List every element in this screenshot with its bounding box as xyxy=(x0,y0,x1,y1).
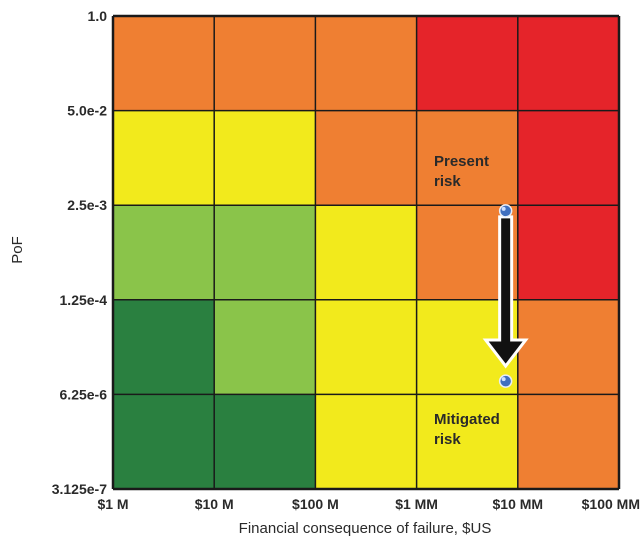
risk-point-label: Present xyxy=(434,153,489,170)
risk-cell-r0-c4 xyxy=(517,16,619,111)
risk-point-label: risk xyxy=(434,431,461,448)
x-tick-label: $10 MM xyxy=(493,496,544,512)
risk-cell-r0-c2 xyxy=(315,16,417,111)
risk-cell-r1-c2 xyxy=(315,110,417,206)
grid-lines xyxy=(111,14,621,491)
risk-cell-r0-c1 xyxy=(214,16,316,111)
risk-cell-r4-c3 xyxy=(416,394,518,489)
mitigation-arrow-shape xyxy=(482,215,529,369)
risk-point-highlight xyxy=(501,377,506,382)
x-tick-label: $1 M xyxy=(97,496,128,512)
y-tick-label: 1.0 xyxy=(88,8,108,24)
risk-cell-r1-c0 xyxy=(113,110,215,206)
risk-cell-r2-c4 xyxy=(517,205,619,300)
risk-cell-r4-c2 xyxy=(315,394,417,489)
risk-point-label: Mitigated xyxy=(434,411,500,428)
risk-cell-r2-c1 xyxy=(214,205,316,300)
y-tick-label: 5.0e-2 xyxy=(67,103,107,119)
risk-point-marker xyxy=(498,204,513,218)
mitigation-arrow xyxy=(482,215,529,369)
y-tick-label: 3.125e-7 xyxy=(52,481,107,497)
x-tick-label: $100 M xyxy=(292,496,339,512)
risk-cell-r1-c3 xyxy=(416,110,518,206)
risk-point-highlight xyxy=(501,206,506,211)
risk-cell-r0-c0 xyxy=(113,16,215,111)
risk-cell-r4-c4 xyxy=(517,394,619,489)
risk-point-marker xyxy=(498,374,513,388)
risk-cell-r4-c0 xyxy=(113,394,215,489)
risk-points: Present risk Mitigated risk xyxy=(434,153,513,448)
risk-cell-r3-c0 xyxy=(113,299,215,395)
risk-cell-r3-c2 xyxy=(315,299,417,395)
x-tick-label: $100 MM xyxy=(582,496,640,512)
y-tick-label: 2.5e-3 xyxy=(67,197,107,213)
risk-cell-r1-c4 xyxy=(517,110,619,206)
risk-cell-r3-c4 xyxy=(517,299,619,395)
y-axis-label: PoF xyxy=(9,236,26,264)
risk-cell-r2-c2 xyxy=(315,205,417,300)
risk-cells xyxy=(113,16,619,489)
x-tick-labels: $1 M $10 M $100 M $1 MM $10 MM $100 MM xyxy=(97,496,640,512)
y-tick-label: 1.25e-4 xyxy=(60,292,108,308)
risk-cell-r3-c1 xyxy=(214,299,316,395)
x-axis-label: Financial consequence of failure, $US xyxy=(239,520,492,537)
risk-cell-r1-c1 xyxy=(214,110,316,206)
risk-point-label: risk xyxy=(434,173,461,190)
x-tick-label: $1 MM xyxy=(395,496,438,512)
y-tick-labels: 1.0 5.0e-2 2.5e-3 1.25e-4 6.25e-6 3.125e-7 xyxy=(52,8,107,497)
risk-cell-r0-c3 xyxy=(416,16,518,111)
y-tick-label: 6.25e-6 xyxy=(60,386,108,402)
x-tick-label: $10 M xyxy=(195,496,234,512)
risk-cell-r2-c0 xyxy=(113,205,215,300)
risk-cell-r4-c1 xyxy=(214,394,316,489)
